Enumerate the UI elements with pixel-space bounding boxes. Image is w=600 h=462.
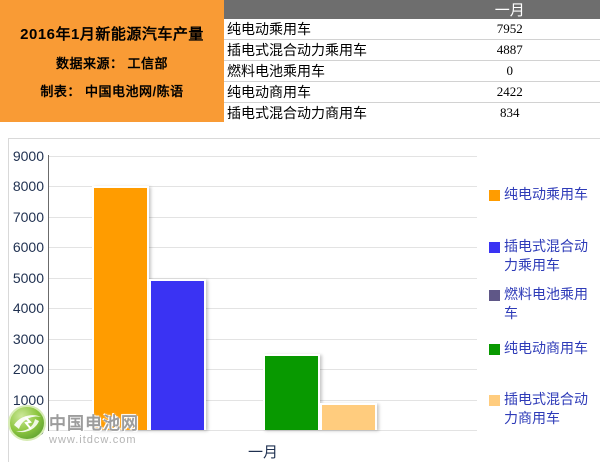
table-header-month: 一月 xyxy=(494,3,525,19)
header-section: 2016年1月新能源汽车产量 数据来源： 工信部 制表： 中国电池网/陈语 一月… xyxy=(0,0,600,124)
gridline xyxy=(49,216,477,218)
watermark: 中国电池网 www.itdcw.com xyxy=(8,405,139,446)
legend-swatch-icon xyxy=(489,190,500,201)
legend-label: 燃料电池乘用车 xyxy=(504,288,588,322)
table-row-value: 2422 xyxy=(496,84,523,99)
legend-swatch-icon xyxy=(489,242,500,253)
battery-network-logo-icon xyxy=(8,405,46,441)
y-axis-tick-label: 9000 xyxy=(12,148,44,164)
chart-section: 0100020003000400050006000700080009000 一月 xyxy=(0,122,600,462)
y-axis-tick-label: 2000 xyxy=(12,361,44,378)
data-source-label: 数据来源： 工信部 xyxy=(55,55,169,71)
bar-插电式混合动力商用车 xyxy=(320,403,377,430)
legend-item: 纯电动乘用车 xyxy=(489,186,597,205)
y-axis-tick-label: 5000 xyxy=(12,269,44,286)
table-row: 插电式混合动力乘用车 4887 xyxy=(224,40,600,61)
y-axis-tick-label: 7000 xyxy=(12,208,44,225)
legend-item: 插电式混合动力商用车 xyxy=(489,391,597,429)
author-label: 制表： 中国电池网/陈语 xyxy=(40,83,184,99)
gridline xyxy=(49,277,477,279)
gridline xyxy=(49,430,477,431)
legend-swatch-icon xyxy=(489,344,500,355)
legend-label: 插电式混合动力乘用车 xyxy=(504,240,588,274)
table-row: 插电式混合动力商用车 834 xyxy=(224,103,600,124)
legend-swatch-icon xyxy=(489,395,500,406)
legend-swatch-icon xyxy=(489,290,500,301)
y-axis-tick-label: 6000 xyxy=(12,239,44,256)
table-row-label: 燃料电池乘用车 xyxy=(227,65,325,80)
y-axis-line xyxy=(48,155,49,431)
legend-item: 燃料电池乘用车 xyxy=(489,286,597,324)
gridline xyxy=(49,156,477,157)
watermark-name: 中国电池网 xyxy=(49,414,139,433)
table-row-value: 4887 xyxy=(496,42,523,57)
x-axis-label: 一月 xyxy=(247,445,278,461)
gridline xyxy=(49,186,477,188)
table-row-label: 插电式混合动力商用车 xyxy=(227,107,367,122)
table-row: 燃料电池乘用车 0 xyxy=(224,61,600,82)
bar-插电式混合动力乘用车 xyxy=(149,279,206,430)
page-title: 2016年1月新能源汽车产量 xyxy=(20,25,204,43)
table-row-label: 插电式混合动力乘用车 xyxy=(227,44,367,59)
title-panel: 2016年1月新能源汽车产量 数据来源： 工信部 制表： 中国电池网/陈语 xyxy=(0,0,224,122)
legend-item: 纯电动商用车 xyxy=(489,340,597,359)
chart-frame xyxy=(8,138,600,462)
table-row-value: 834 xyxy=(500,105,520,120)
table-row-label: 纯电动商用车 xyxy=(227,86,311,101)
y-axis-tick-label: 8000 xyxy=(12,178,44,195)
watermark-url: www.itdcw.com xyxy=(49,434,137,446)
table-header-row: 一月 xyxy=(224,0,600,19)
data-table: 一月 纯电动乘用车 7952 插电式混合动力乘用车 4887 燃料电池乘用车 0 纯电动商用… xyxy=(224,0,600,124)
table-row: 纯电动乘用车 7952 xyxy=(224,19,600,40)
gridline xyxy=(49,308,477,310)
bar-纯电动乘用车 xyxy=(92,186,149,430)
legend-label: 纯电动乘用车 xyxy=(504,188,588,203)
table-row: 纯电动商用车 2422 xyxy=(224,82,600,103)
legend-label: 纯电动商用车 xyxy=(504,342,588,357)
table-body: 纯电动乘用车 7952 插电式混合动力乘用车 4887 燃料电池乘用车 0 纯电动商用车 24… xyxy=(224,19,600,124)
legend-item: 插电式混合动力乘用车 xyxy=(489,238,597,276)
table-row-value: 7952 xyxy=(496,21,523,36)
y-axis-tick-label: 1000 xyxy=(12,391,44,408)
y-axis-tick-label: 4000 xyxy=(12,300,44,317)
gridline xyxy=(49,247,477,249)
watermark-text: 中国电池网 www.itdcw.com xyxy=(49,405,139,446)
legend-label: 插电式混合动力商用车 xyxy=(504,393,588,427)
bar-纯电动商用车 xyxy=(263,354,320,430)
gridline xyxy=(49,338,477,340)
table-row-label: 纯电动乘用车 xyxy=(227,23,311,38)
table-row-value: 0 xyxy=(506,63,514,78)
y-axis-tick-label: 3000 xyxy=(12,330,44,347)
